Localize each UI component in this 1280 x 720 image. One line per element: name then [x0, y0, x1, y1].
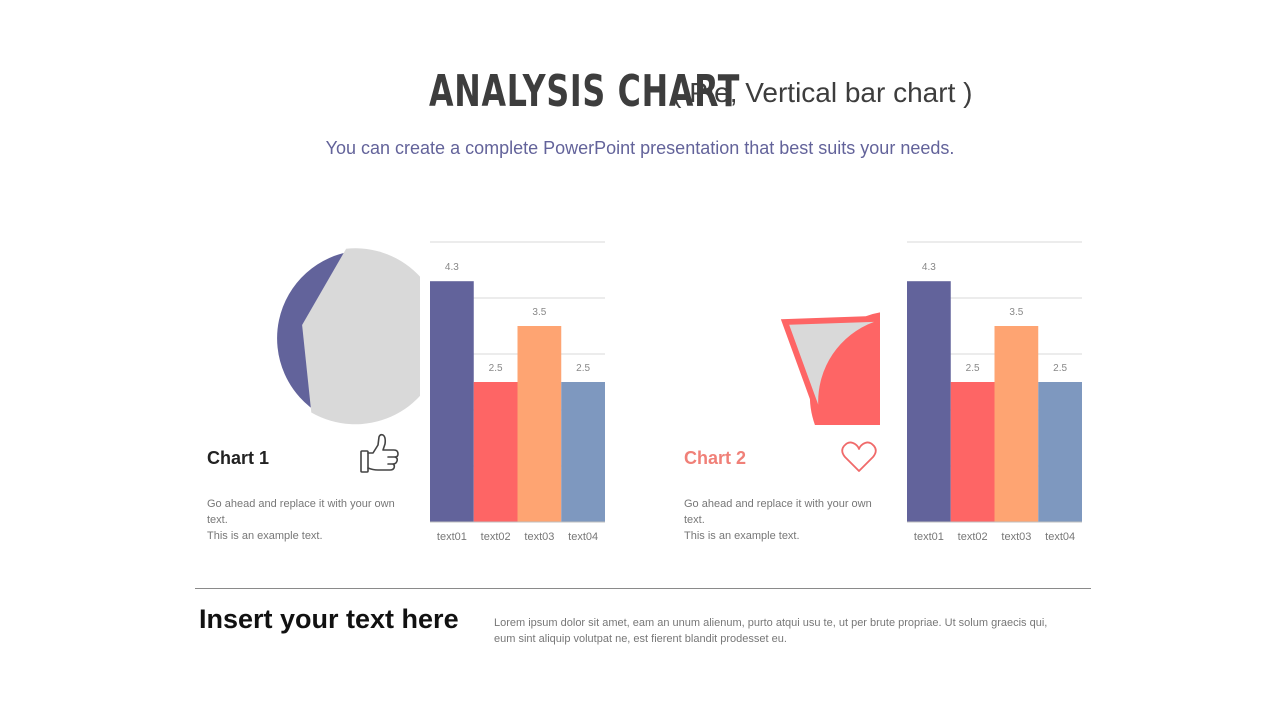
page-title: ANALYSIS CHART: [428, 66, 740, 117]
pie-1-slice-2: [302, 248, 420, 425]
chart-2-description: Go ahead and replace it with your own te…: [684, 496, 884, 544]
chart-1-label: Chart 1: [207, 448, 270, 468]
bar-1-bar-text03: [517, 326, 562, 522]
chart-2-description-line-2: This is an example text.: [684, 530, 800, 542]
footer-heading: Insert your text here: [199, 604, 459, 634]
bar-2-data-label: 3.5: [1009, 307, 1023, 318]
bar-2-data-label: 4.3: [922, 262, 936, 273]
bar-2-data-label: 2.5: [966, 363, 980, 374]
footer-body-text: Lorem ipsum dolor sit amet, eam an unum …: [494, 617, 1048, 645]
pie-chart-1: 40%: [277, 248, 420, 425]
bar-2-category-label: text02: [958, 531, 988, 543]
bar-1-category-label: text03: [524, 531, 554, 543]
title-row: ANALYSIS CHART ( Pie, Vertical bar chart…: [0, 66, 1280, 117]
bar-2-bar-text03: [994, 326, 1039, 522]
pie-2-slice-1-label: 80%: [726, 285, 758, 302]
bar-2-bar-text01: [907, 281, 951, 522]
chart-1-description: Go ahead and replace it with your own te…: [207, 496, 407, 544]
bar-chart-1: 4.3 text01 2.5 text02 3.5 text03 2.5 text04: [430, 241, 605, 543]
footer-divider: [195, 588, 1091, 589]
chart-2-label: Chart 2: [684, 448, 747, 468]
bar-1-category-label: text04: [568, 531, 598, 543]
bar-1-data-label: 2.5: [576, 363, 590, 374]
page-subtitle: You can create a complete PowerPoint pre…: [325, 138, 955, 158]
chart-1-description-line-1: Go ahead and replace it with your own te…: [207, 498, 395, 526]
pie-chart-2: 80%: [726, 285, 880, 425]
heart-icon: [841, 440, 877, 479]
bar-2-data-label: 2.5: [1053, 363, 1067, 374]
bar-2-category-label: text01: [914, 531, 944, 543]
bar-2-category-label: text03: [1001, 531, 1031, 543]
bar-1-category-label: text01: [437, 531, 467, 543]
pie-1-slice-1: [277, 250, 356, 415]
bar-1-bar-text04: [561, 382, 605, 522]
bar-2-bar-text04: [1038, 382, 1082, 522]
bar-1-data-label: 2.5: [489, 363, 503, 374]
bar-1-data-label: 3.5: [532, 307, 546, 318]
bar-2-category-label: text04: [1045, 531, 1075, 543]
page-title-suffix: ( Pie, Vertical bar chart ): [672, 77, 973, 108]
bar-2-bar-text02: [950, 382, 995, 522]
bar-1-category-label: text02: [481, 531, 511, 543]
chart-1-description-line-2: This is an example text.: [207, 530, 323, 542]
chart-2-description-line-1: Go ahead and replace it with your own te…: [684, 498, 872, 526]
pie-2-slice-2: [789, 321, 875, 405]
bar-1-data-label: 4.3: [445, 262, 459, 273]
thumbs-up-icon: [358, 432, 402, 481]
bar-1-bar-text01: [430, 281, 474, 522]
bar-chart-2: 4.3 text01 2.5 text02 3.5 text03 2.5 text04: [907, 241, 1082, 543]
bar-1-bar-text02: [473, 382, 518, 522]
